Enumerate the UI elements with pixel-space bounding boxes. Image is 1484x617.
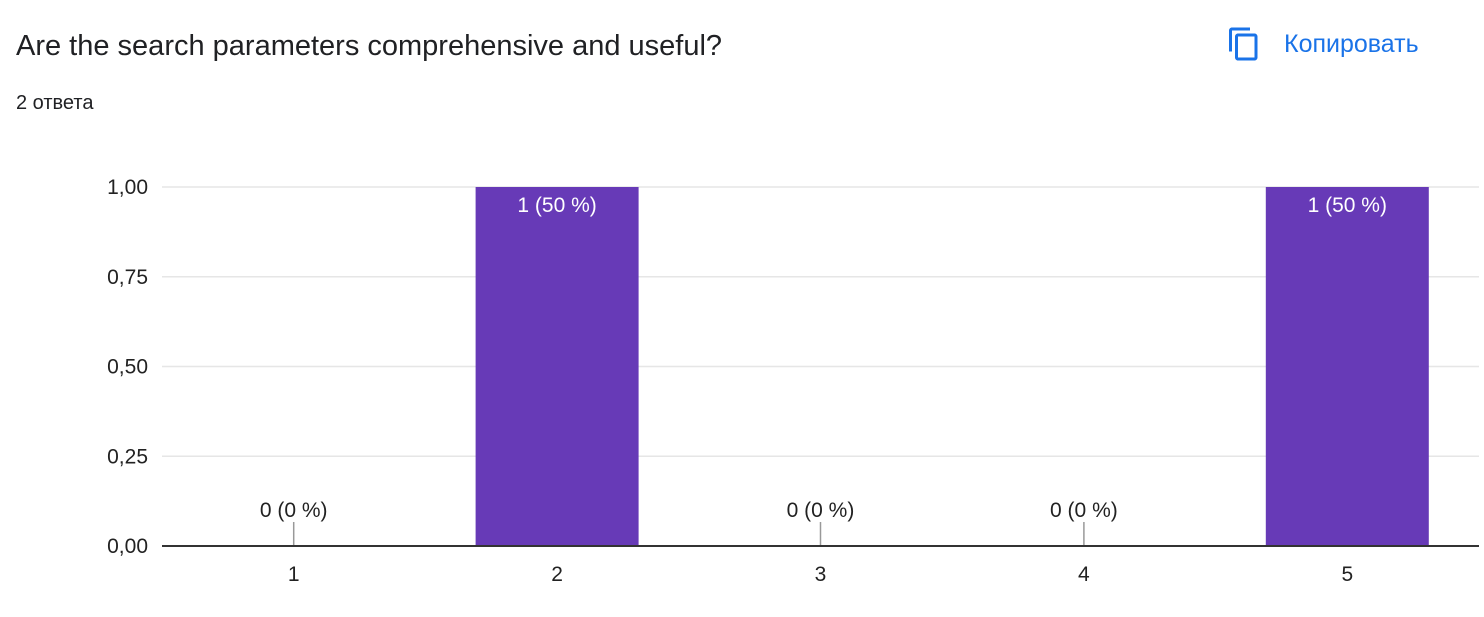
- bar: [475, 187, 639, 546]
- x-tick-label: 3: [815, 563, 827, 586]
- copy-label: Копировать: [1284, 29, 1419, 58]
- y-tick-label: 0,75: [107, 266, 148, 289]
- x-tick-label: 5: [1341, 563, 1353, 586]
- chart-gridlines: [162, 186, 1479, 457]
- x-tick-label: 4: [1078, 563, 1090, 586]
- response-count: 2 ответа: [16, 92, 94, 114]
- data-label: 0 (0 %): [787, 499, 855, 522]
- x-tick-label: 2: [551, 563, 563, 586]
- question-title: Are the search parameters comprehensive …: [16, 30, 723, 62]
- data-label: 1 (50 %): [1308, 194, 1387, 217]
- chart-labels: 0,00 0,25 0,50 0,75 1,00 0 (0 %) 1 1 (50 %) 2 0 (…: [107, 176, 1387, 586]
- data-label: 1 (50 %): [517, 194, 596, 217]
- bar: [1265, 187, 1429, 546]
- y-tick-label: 1,00: [107, 176, 148, 199]
- y-tick-label: 0,00: [107, 535, 148, 558]
- y-tick-label: 0,50: [107, 356, 148, 379]
- y-tick-label: 0,25: [107, 445, 148, 468]
- data-label: 0 (0 %): [260, 499, 328, 522]
- chart-bars: [292, 187, 1429, 546]
- data-label: 0 (0 %): [1050, 499, 1118, 522]
- copy-button[interactable]: Копировать: [1216, 20, 1429, 68]
- copy-icon: [1229, 27, 1258, 61]
- x-tick-label: 1: [288, 563, 300, 586]
